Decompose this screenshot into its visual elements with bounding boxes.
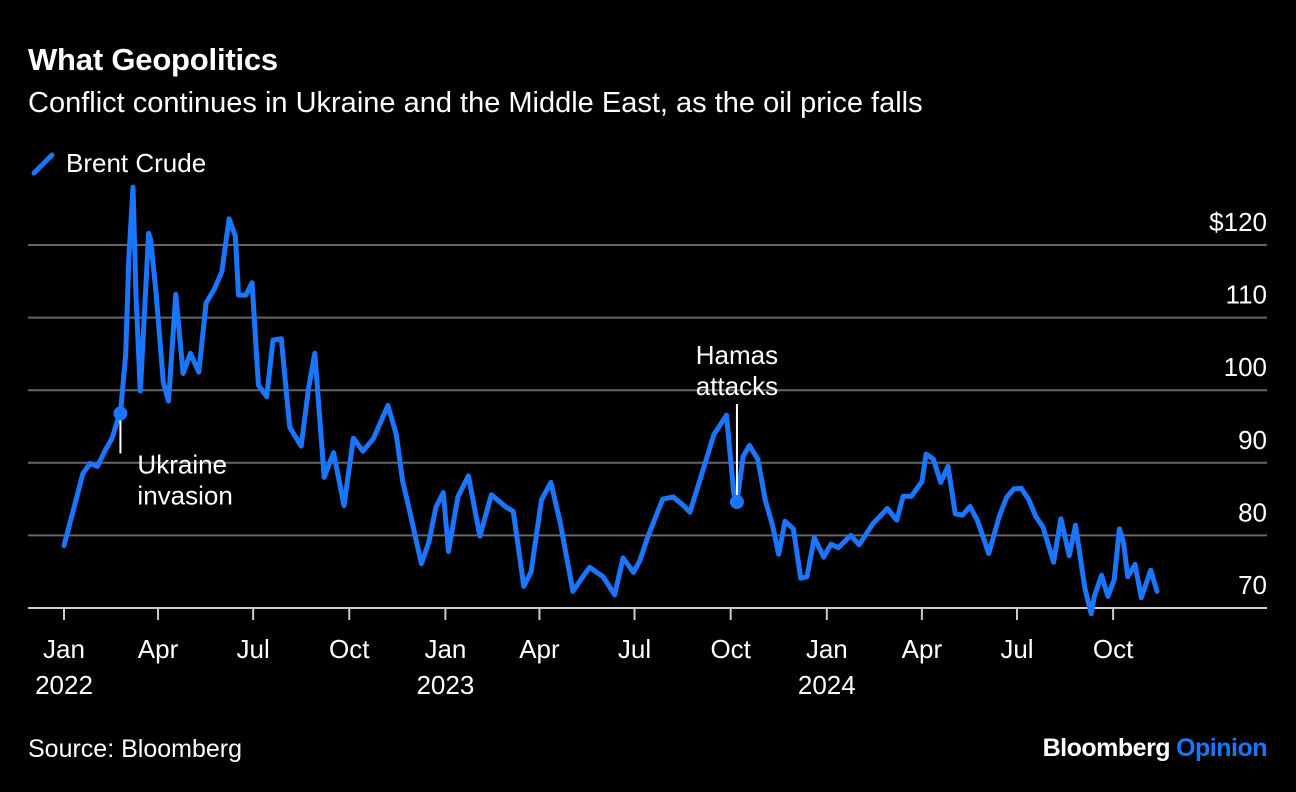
x-tick-label: Jan [806, 634, 848, 664]
y-tick-label: 100 [1224, 352, 1267, 382]
x-axis-ticks: Jan 2022 Apr Jul Oct Jan 2023 Apr Jul Oct Jan 2024 A… [35, 608, 1134, 700]
x-tick-label: Oct [710, 634, 751, 664]
source-note: Source: Bloomberg [28, 735, 243, 763]
annotation-label: invasion [137, 480, 232, 510]
x-tick-label: Apr [519, 634, 560, 664]
x-tick-label: Jul [618, 634, 651, 664]
y-axis-ticks: $120 110 100 90 80 70 [1209, 207, 1267, 600]
chart-subtitle: Conflict continues in Ukraine and the Mi… [28, 87, 923, 119]
annotation-label: Hamas [696, 340, 778, 370]
series-line-brent-crude [61, 184, 1160, 617]
y-tick-label: 110 [1226, 280, 1267, 310]
x-tick-label: Apr [138, 634, 179, 664]
series-layer [61, 184, 1160, 617]
annotation-label: Ukraine [137, 449, 227, 479]
x-tick-label: Jan [43, 634, 85, 664]
y-tick-label: 90 [1238, 425, 1267, 455]
slash-line-icon [31, 152, 55, 175]
annotation-marker [729, 495, 744, 510]
annotation-label: attacks [696, 371, 778, 401]
chart-legend: Brent Crude [30, 148, 206, 179]
legend-label: Brent Crude [66, 148, 207, 178]
x-tick-label: Jul [1000, 634, 1033, 664]
x-tick-label: Jan [424, 634, 466, 664]
brand-logo: Bloomberg Opinion [1042, 734, 1268, 763]
x-tick-label: Oct [329, 634, 370, 664]
y-tick-label: $120 [1209, 207, 1267, 237]
x-tick-year-label: 2024 [798, 670, 856, 700]
brand-name: Bloomberg [1042, 734, 1171, 762]
x-tick-label: Jul [237, 634, 270, 664]
y-tick-label: 80 [1238, 497, 1267, 527]
y-tick-label: 70 [1238, 570, 1267, 600]
x-tick-year-label: 2022 [35, 670, 93, 700]
x-tick-label: Apr [902, 634, 943, 664]
annotation-marker [113, 406, 128, 421]
x-tick-year-label: 2023 [416, 670, 474, 700]
x-tick-label: Oct [1093, 634, 1134, 664]
chart-title: What Geopolitics [28, 42, 278, 77]
brand-suffix: Opinion [1176, 734, 1267, 762]
